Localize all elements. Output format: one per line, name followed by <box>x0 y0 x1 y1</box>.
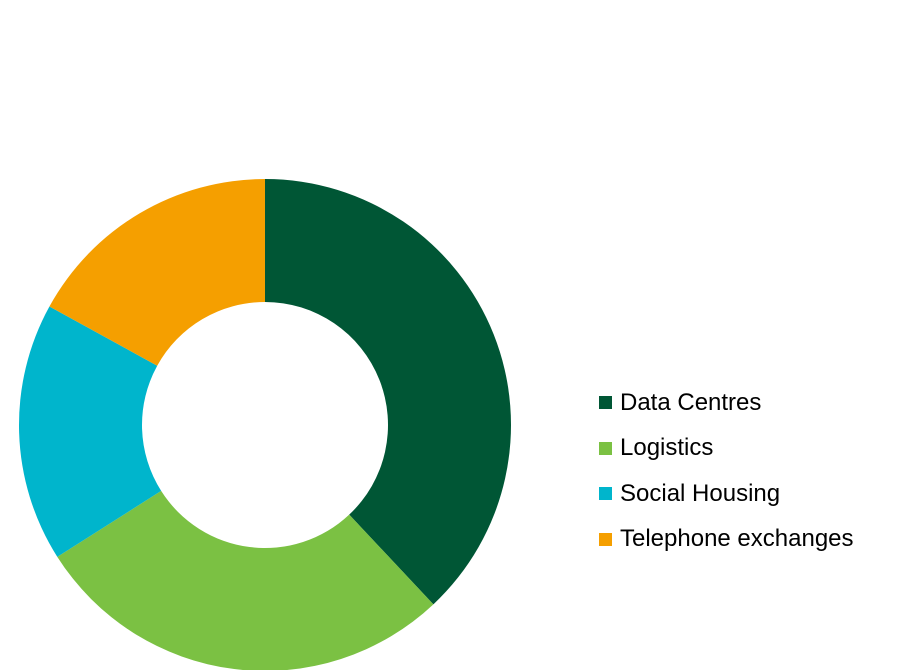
legend-swatch-logistics <box>599 441 612 455</box>
legend-swatch-social-housing <box>599 487 612 501</box>
donut-slice-data-centres <box>265 179 511 605</box>
legend-label-logistics: Logistics <box>620 434 714 462</box>
legend-item-telephone-exchanges: Telephone exchanges <box>599 517 854 563</box>
donut-slice-logistics <box>57 490 434 670</box>
legend-label-telephone-exchanges: Telephone exchanges <box>620 525 854 553</box>
legend-item-data-centres: Data Centres <box>599 380 854 426</box>
donut-slice-social-housing <box>18 306 162 557</box>
legend-item-social-housing: Social Housing <box>599 471 854 517</box>
legend-label-social-housing: Social Housing <box>620 479 781 507</box>
legend-item-logistics: Logistics <box>599 426 854 472</box>
legend-label-data-centres: Data Centres <box>620 388 762 416</box>
legend-swatch-data-centres <box>599 396 612 410</box>
chart-legend: Data Centres Logistics Social Housing Te… <box>599 380 854 562</box>
donut-slice-telephone-exchanges <box>49 179 265 366</box>
legend-swatch-telephone-exchanges <box>599 532 612 546</box>
